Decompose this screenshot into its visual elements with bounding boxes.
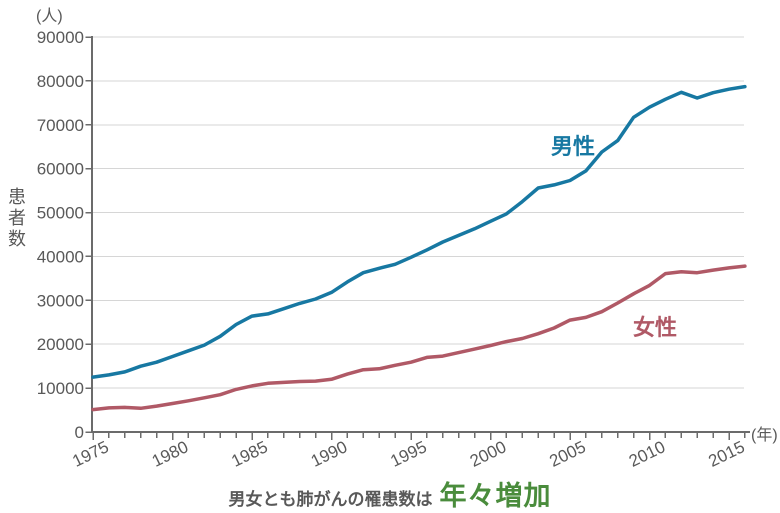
x-tick-label: 2000 (467, 437, 509, 471)
female-series-label: 女性 (633, 315, 678, 340)
y-axis-unit-label: (人) (36, 8, 63, 25)
x-axis-unit-label: (年) (751, 427, 778, 444)
x-tick-label: 1990 (308, 437, 350, 471)
male-series-label: 男性 (551, 134, 596, 159)
x-tick-label: 2015 (705, 437, 747, 471)
x-tick-label: 1980 (149, 437, 191, 471)
x-tick-label: 1995 (387, 437, 429, 471)
y-tick-label: 80000 (37, 72, 84, 91)
line-chart-canvas: 0 10000 20000 30000 40000 50000 60000 70000 8000… (37, 28, 750, 471)
caption-highlight-text: 年々増加 (439, 481, 552, 511)
y-tick-label: 60000 (37, 160, 84, 179)
gridlines (92, 36, 744, 389)
y-tick-label: 70000 (37, 116, 84, 135)
y-tick-label: 20000 (37, 335, 84, 354)
y-tick-label: 50000 (37, 204, 84, 223)
y-tick-label: 40000 (37, 247, 84, 266)
x-tick-label: 2005 (546, 437, 588, 471)
x-tick-label: 1975 (69, 437, 111, 471)
y-tick-label: 10000 (37, 379, 84, 398)
series-line-female (91, 264, 747, 412)
y-tick-label: 30000 (37, 291, 84, 310)
series-line-male (91, 84, 747, 379)
tick-marks (85, 36, 746, 440)
axes (91, 36, 750, 433)
series-lines (91, 84, 747, 412)
y-axis-title: 患者数 (6, 187, 26, 250)
y-tick-label: 90000 (37, 28, 84, 47)
x-tick-label: 2010 (626, 437, 668, 471)
x-tick-label: 1985 (228, 437, 270, 471)
y-tick-labels: 0 10000 20000 30000 40000 50000 60000 70000 8000… (37, 28, 84, 442)
chart-caption: 男女とも肺がんの罹患数は 年々増加 (0, 474, 780, 513)
x-tick-labels: 1975 1980 1985 1990 1995 2000 2005 2010 2015 (69, 437, 747, 471)
y-tick-label: 0 (75, 423, 84, 442)
caption-prefix-text: 男女とも肺がんの罹患数は (228, 490, 433, 509)
